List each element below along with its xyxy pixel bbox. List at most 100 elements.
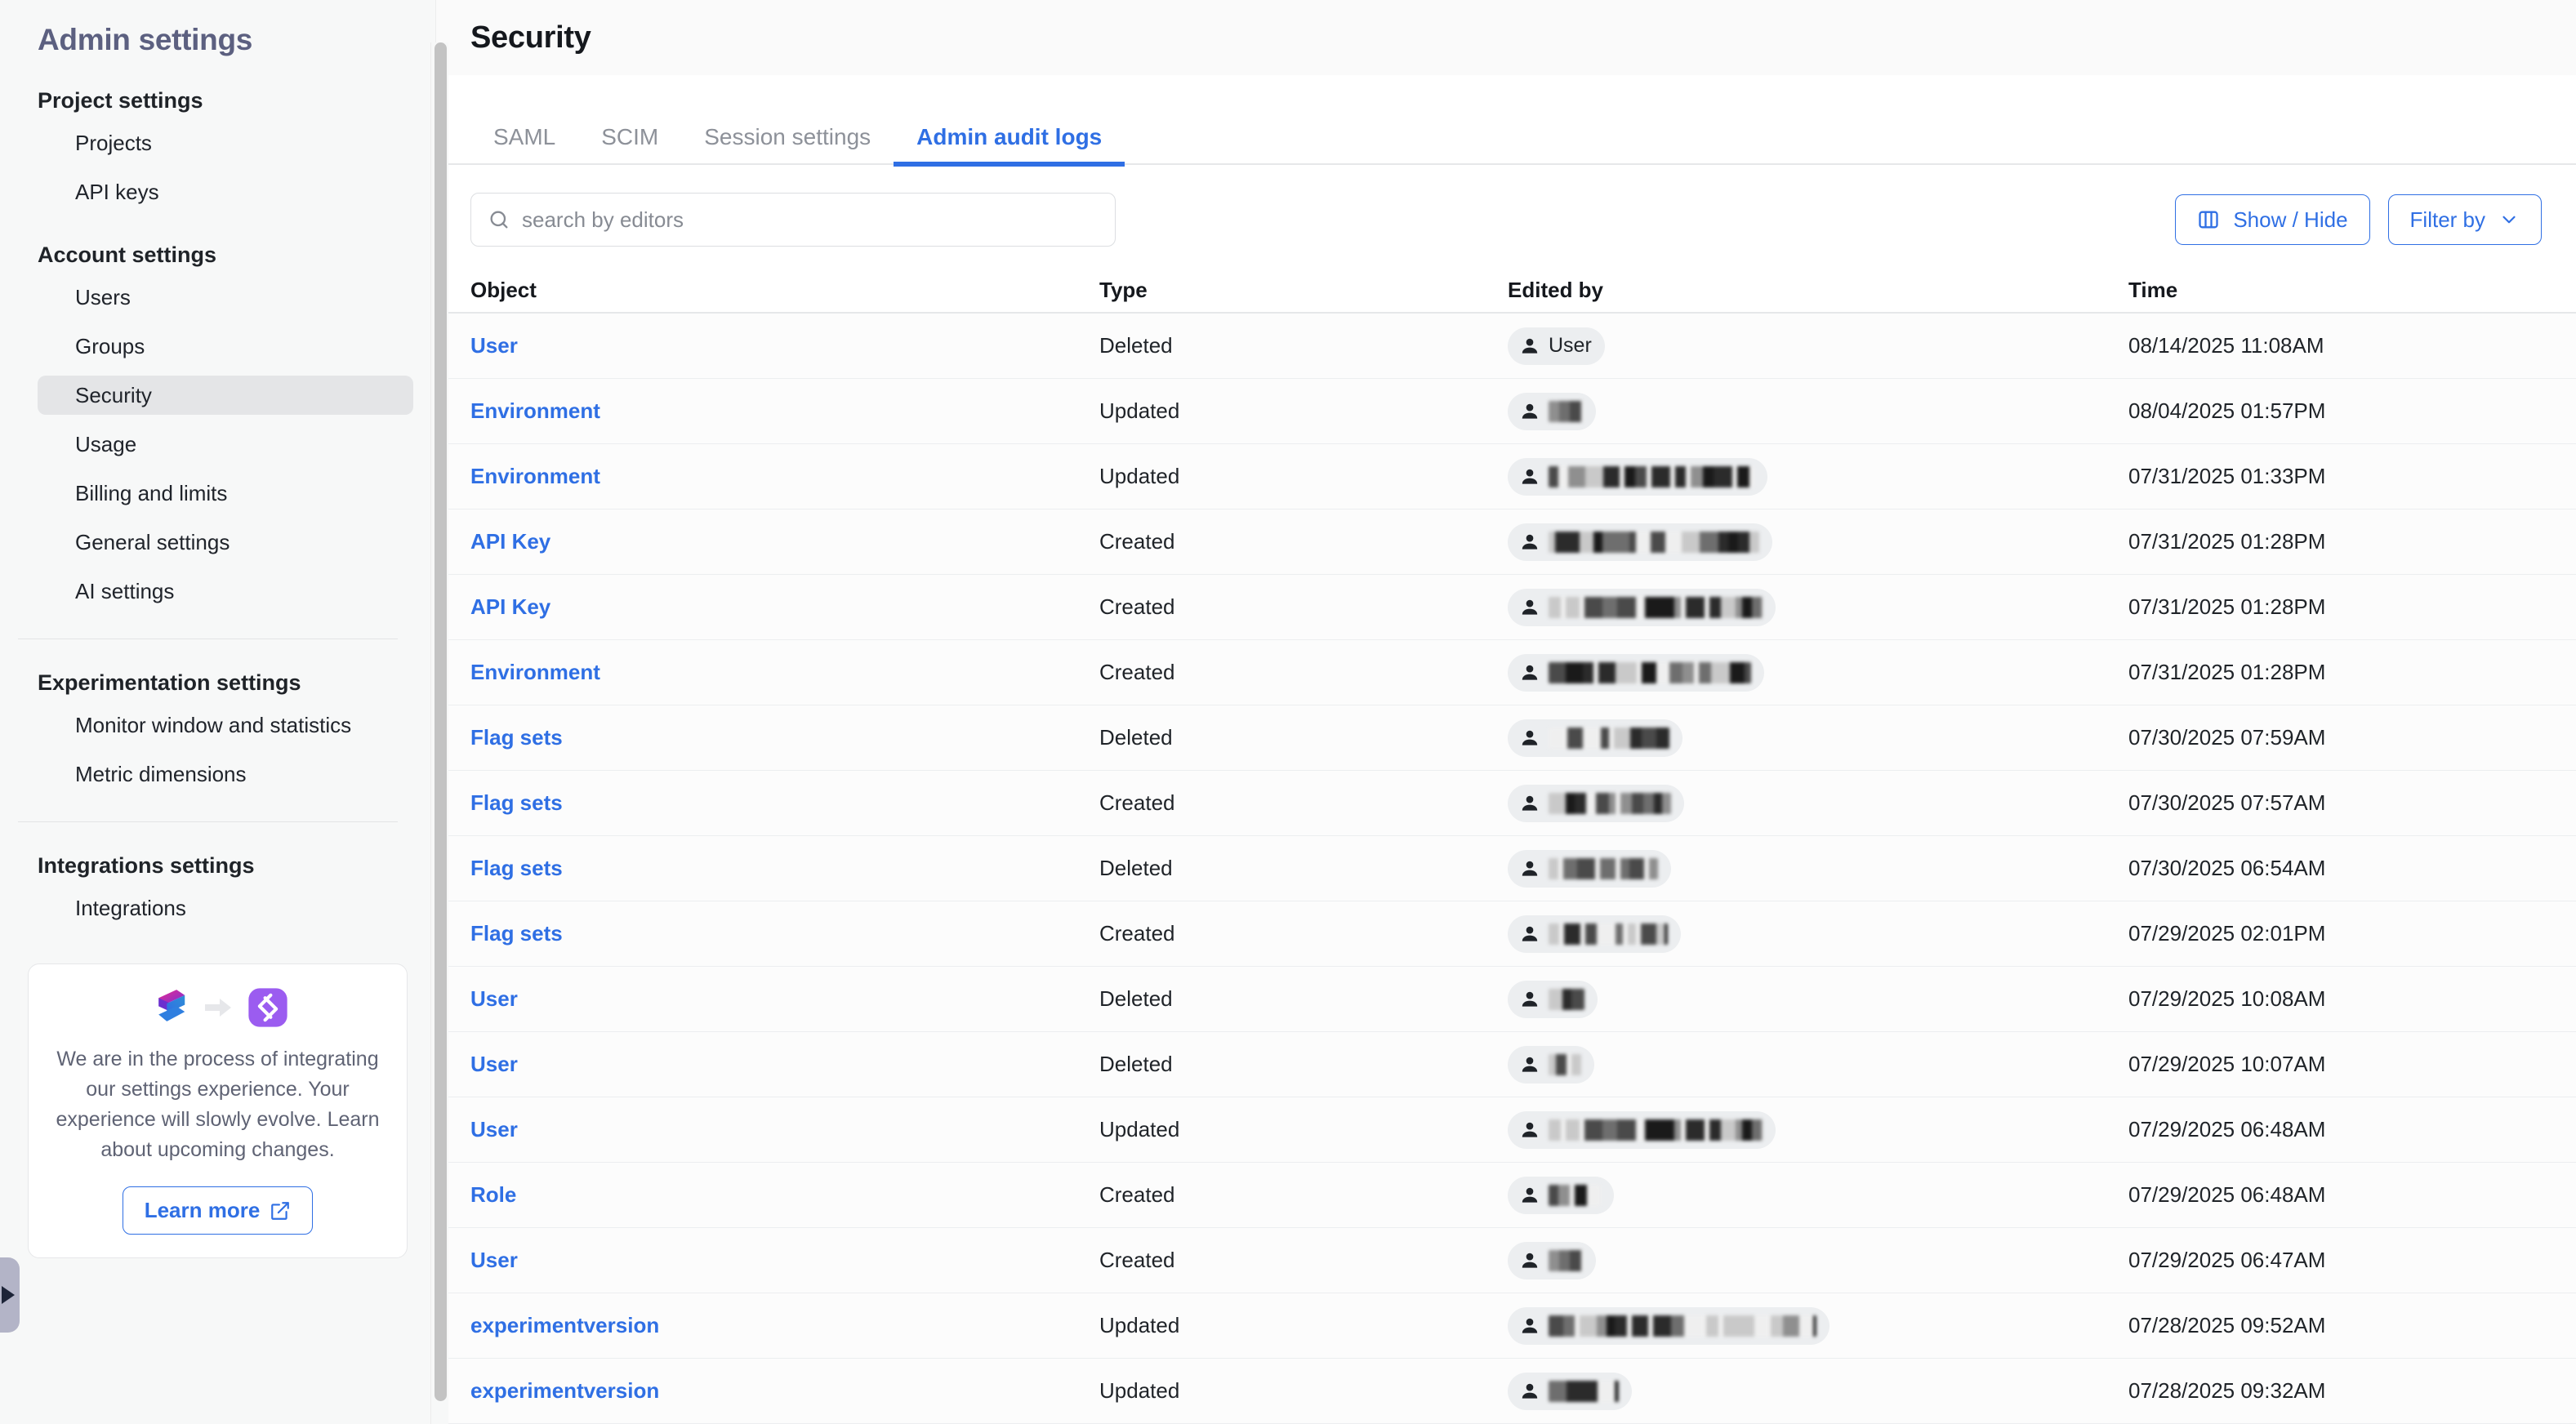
sidebar-item-projects[interactable]: Projects	[75, 131, 152, 155]
sidebar-item-general-settings[interactable]: General settings	[75, 530, 230, 554]
table-row: API Key Created 07/31/2025 01:28PM	[436, 510, 2576, 575]
person-icon	[1519, 1315, 1540, 1337]
sidebar-scrollbar-thumb[interactable]	[435, 42, 447, 1401]
sidebar-item-groups[interactable]: Groups	[75, 334, 145, 358]
object-link[interactable]: Flag sets	[470, 725, 563, 750]
object-link[interactable]: Environment	[470, 464, 600, 488]
search-input[interactable]: search by editors	[470, 193, 1116, 247]
show-hide-label: Show / Hide	[2233, 207, 2348, 232]
person-icon	[1519, 989, 1540, 1010]
person-icon	[1519, 858, 1540, 879]
cell-time: 07/28/2025 09:32AM	[2128, 1378, 2542, 1404]
editor-badge[interactable]	[1508, 1306, 1829, 1345]
redacted-editor-name	[1549, 857, 1658, 879]
person-icon	[1519, 1185, 1540, 1206]
object-link[interactable]: Environment	[470, 660, 600, 684]
editor-badge[interactable]	[1508, 588, 1776, 626]
object-link[interactable]: experimentversion	[470, 1378, 660, 1403]
object-link[interactable]: API Key	[470, 529, 551, 554]
editor-badge[interactable]	[1508, 719, 1682, 757]
person-icon	[1519, 336, 1540, 357]
object-link[interactable]: experimentversion	[470, 1313, 660, 1337]
object-link[interactable]: User	[470, 1052, 518, 1076]
editor-badge[interactable]	[1508, 784, 1684, 822]
sidebar-scrollbar[interactable]	[430, 42, 448, 1424]
editor-badge[interactable]	[1508, 1110, 1776, 1149]
cell-edited-by	[1508, 653, 2128, 692]
cell-edited-by	[1508, 1176, 2128, 1214]
editor-badge[interactable]	[1508, 849, 1671, 888]
editor-badge[interactable]	[1508, 392, 1596, 430]
sidebar-collapse-handle[interactable]	[0, 1257, 20, 1333]
tab-scim[interactable]: SCIM	[601, 124, 659, 149]
redacted-editor-name	[1549, 792, 1671, 814]
learn-more-button[interactable]: Learn more	[122, 1186, 314, 1235]
chevron-right-icon	[2, 1286, 15, 1304]
editor-badge[interactable]	[1508, 653, 1764, 692]
sidebar-item-users[interactable]: Users	[75, 285, 131, 309]
type-text: Updated	[1099, 398, 1180, 423]
editor-badge[interactable]	[1508, 1372, 1632, 1410]
object-link[interactable]: Role	[470, 1182, 517, 1207]
sidebar-item-usage[interactable]: Usage	[75, 432, 137, 456]
cell-time: 08/14/2025 11:08AM	[2128, 333, 2542, 358]
cell-type: Created	[1099, 1248, 1508, 1273]
editor-badge[interactable]	[1508, 1241, 1596, 1279]
editor-badge[interactable]	[1508, 457, 1767, 496]
time-text: 07/31/2025 01:28PM	[2128, 594, 2326, 619]
object-link[interactable]: API Key	[470, 594, 551, 619]
filter-by-label: Filter by	[2409, 207, 2485, 232]
tab-session-settings[interactable]: Session settings	[704, 124, 871, 149]
person-icon	[1519, 1381, 1540, 1402]
cell-edited-by	[1508, 1241, 2128, 1279]
redacted-editor-name	[1549, 1315, 1816, 1337]
object-link[interactable]: User	[470, 1117, 518, 1141]
cell-type: Deleted	[1099, 333, 1508, 358]
editor-badge[interactable]	[1508, 1176, 1614, 1214]
table-row: experimentversion Updated 07/28/2025 09:32…	[436, 1359, 2576, 1424]
sidebar-item-monitor-window-and-statistics[interactable]: Monitor window and statistics	[75, 713, 352, 737]
column-header-edited-by: Edited by	[1508, 277, 1604, 302]
sidebar-item-billing-and-limits[interactable]: Billing and limits	[75, 481, 228, 505]
cell-type: Deleted	[1099, 725, 1508, 750]
object-link[interactable]: Flag sets	[470, 921, 563, 946]
editor-badge[interactable]	[1508, 980, 1598, 1018]
cell-time: 07/30/2025 06:54AM	[2128, 856, 2542, 881]
editor-badge[interactable]	[1508, 1045, 1594, 1084]
editor-badge[interactable]	[1508, 523, 1772, 561]
person-icon	[1519, 532, 1540, 553]
type-text: Updated	[1099, 1313, 1180, 1337]
cell-time: 07/29/2025 02:01PM	[2128, 921, 2542, 946]
tab-admin-audit-logs[interactable]: Admin audit logs	[894, 126, 1125, 167]
time-text: 07/31/2025 01:28PM	[2128, 660, 2326, 684]
sidebar-item-metric-dimensions[interactable]: Metric dimensions	[75, 762, 247, 786]
redacted-editor-name	[1549, 1249, 1583, 1271]
object-link[interactable]: User	[470, 1248, 518, 1272]
filter-by-button[interactable]: Filter by	[2387, 194, 2542, 245]
cell-type: Updated	[1099, 398, 1508, 424]
object-link[interactable]: Environment	[470, 398, 600, 423]
person-icon	[1519, 597, 1540, 618]
object-link[interactable]: User	[470, 986, 518, 1011]
cell-edited-by: User	[1508, 327, 2128, 365]
object-link[interactable]: Flag sets	[470, 856, 563, 880]
sidebar-item-api-keys[interactable]: API keys	[75, 180, 159, 204]
sidebar-item-integrations[interactable]: Integrations	[75, 896, 186, 920]
table-row: Environment Created 07/31/2025 01:28PM	[436, 640, 2576, 705]
sidebar-item-ai-settings[interactable]: AI settings	[75, 579, 175, 603]
table-row: experimentversion Updated 07/28/2025 09:52…	[436, 1293, 2576, 1359]
object-link[interactable]: Flag sets	[470, 790, 563, 815]
editor-badge[interactable]: User	[1508, 327, 1605, 365]
cell-type: Updated	[1099, 464, 1508, 489]
cell-time: 07/28/2025 09:52AM	[2128, 1313, 2542, 1338]
tab-saml[interactable]: SAML	[493, 124, 556, 149]
cell-edited-by	[1508, 1110, 2128, 1149]
object-link[interactable]: User	[470, 333, 518, 358]
show-hide-button[interactable]: Show / Hide	[2175, 194, 2370, 245]
cell-edited-by	[1508, 980, 2128, 1018]
cell-object: Flag sets	[470, 725, 1099, 750]
sidebar-item-security[interactable]: Security	[38, 376, 413, 415]
cell-type: Deleted	[1099, 986, 1508, 1012]
editor-badge[interactable]	[1508, 914, 1681, 953]
table-row: Flag sets Deleted 07/30/2025 06:54AM	[436, 836, 2576, 901]
